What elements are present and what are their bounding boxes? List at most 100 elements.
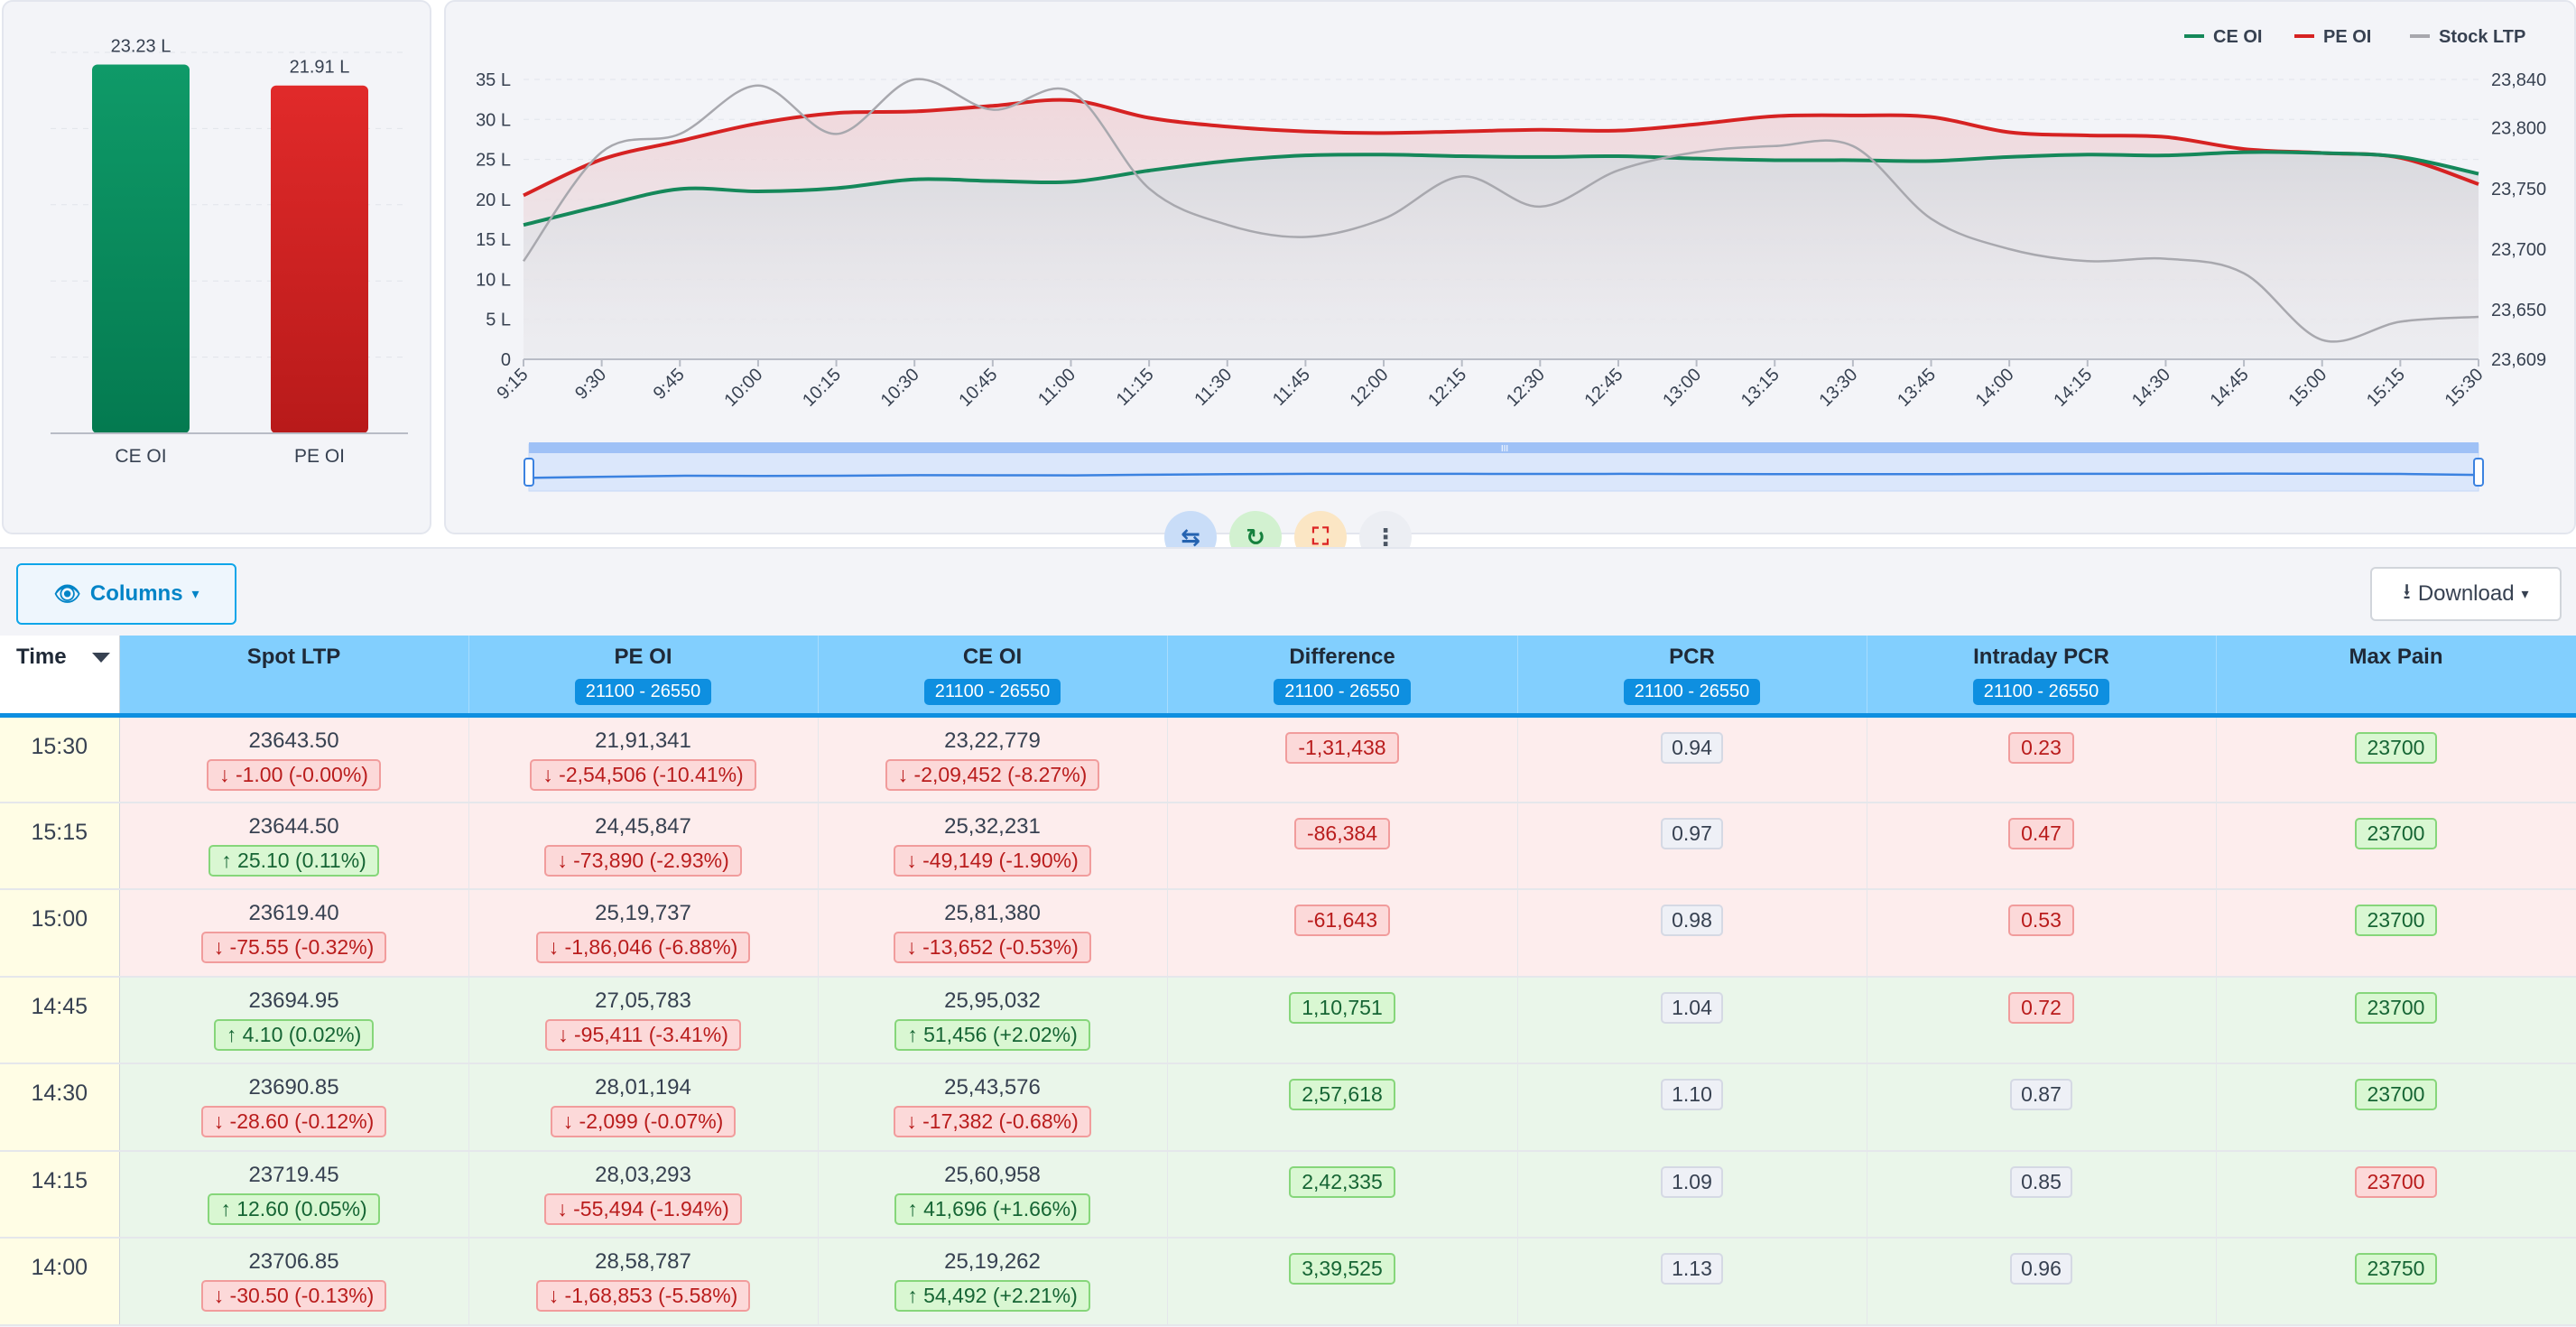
pe-oi-cell: 28,01,194 ↓ -2,099 (-0.07%) xyxy=(468,1063,819,1152)
spot-ltp-change-badge: ↑ 12.60 (0.05%) xyxy=(208,1192,380,1225)
max-pain-badge: 23700 xyxy=(2354,1079,2438,1110)
bar-category-label: CE OI xyxy=(115,446,166,467)
x-tick-label: 13:45 xyxy=(1894,365,1940,411)
strike-range-badge: 21100 - 26550 xyxy=(1972,679,2110,705)
difference-badge: -1,31,438 xyxy=(1285,731,1399,764)
ce-oi-change-badge: ↓ -13,652 (-0.53%) xyxy=(894,932,1091,963)
area-ce-oi xyxy=(524,152,2479,359)
header-pcr[interactable]: PCR 21100 - 26550 xyxy=(1517,636,1867,718)
pe-oi-value: 27,05,783 xyxy=(595,988,691,1013)
bar-pe-oi[interactable] xyxy=(271,85,368,433)
sort-caret-icon[interactable] xyxy=(91,653,110,664)
legend-label[interactable]: Stock LTP xyxy=(2439,27,2525,47)
difference-badge: -86,384 xyxy=(1293,817,1390,849)
header-pe-oi[interactable]: PE OI 21100 - 26550 xyxy=(468,636,819,718)
x-tick-label: 10:45 xyxy=(955,365,1001,411)
table-row[interactable]: 15:30 23643.50 ↓ -1.00 (-0.00%) 21,91,341 ↓ … xyxy=(0,715,2576,803)
zoom-slider-preview-line xyxy=(528,472,2479,479)
zoom-slider-right-handle[interactable] xyxy=(2473,458,2484,487)
pcr-cell: 0.94 xyxy=(1517,715,1867,803)
ce-oi-cell: 25,19,262 ↑ 54,492 (+2.21%) xyxy=(818,1238,1168,1326)
table-row[interactable]: 14:30 23690.85 ↓ -28.60 (-0.12%) 28,01,194 ↓… xyxy=(0,1063,2576,1152)
legend-label[interactable]: PE OI xyxy=(2323,27,2371,47)
arrow-down-icon: ↓ xyxy=(558,1022,574,1046)
oi-bar-chart: 23.23 L CE OI 21.91 L PE OI xyxy=(51,37,408,467)
strike-range-badge: 21100 - 26550 xyxy=(1623,679,1761,705)
table-row[interactable]: 15:00 23619.40 ↓ -75.55 (-0.32%) 25,19,737 ↓… xyxy=(0,889,2576,978)
pe-oi-change-badge: ↓ -1,68,853 (-5.58%) xyxy=(535,1280,751,1312)
arrow-down-icon: ↓ xyxy=(906,848,923,872)
y2-tick-label: 23,700 xyxy=(2491,240,2546,260)
x-tick-label: 12:45 xyxy=(1581,365,1627,411)
arrow-down-icon: ↓ xyxy=(548,935,565,959)
pe-oi-cell: 24,45,847 ↓ -73,890 (-2.93%) xyxy=(468,802,819,890)
series-line-pe-oi[interactable] xyxy=(523,97,2479,198)
y-tick-label: 15 L xyxy=(476,230,511,250)
spot-ltp-change-badge: ↑ 25.10 (0.11%) xyxy=(208,844,379,877)
x-tick-label: 14:45 xyxy=(2207,365,2253,411)
bar-ce-oi[interactable] xyxy=(92,64,190,433)
header-max-pain[interactable]: Max Pain xyxy=(2216,636,2576,718)
columns-button-label: Columns xyxy=(89,581,183,606)
download-button[interactable]: ⭳ Download ▾ xyxy=(2370,567,2562,621)
ce-oi-cell: 23,22,779 ↓ -2,09,452 (-8.27%) xyxy=(818,715,1168,803)
ce-oi-value: 25,43,576 xyxy=(944,1075,1041,1100)
arrow-down-icon: ↓ xyxy=(219,762,236,786)
x-tick-label: 15:15 xyxy=(2363,365,2409,411)
caret-down-icon: ▾ xyxy=(2521,587,2529,602)
legend-label[interactable]: CE OI xyxy=(2213,27,2262,47)
zoom-slider-handle-bar[interactable] xyxy=(529,442,2479,453)
difference-cell: 2,42,335 xyxy=(1167,1150,1518,1239)
arrow-down-icon: ↓ xyxy=(542,762,560,786)
pe-oi-value: 21,91,341 xyxy=(595,728,691,753)
x-tick-label: 12:00 xyxy=(1347,365,1393,411)
time-cell: 15:15 xyxy=(0,802,120,890)
pe-oi-value: 24,45,847 xyxy=(595,813,691,839)
header-time[interactable]: Time xyxy=(0,636,120,718)
spot-ltp-value: 23644.50 xyxy=(248,813,339,839)
header-spot-ltp[interactable]: Spot LTP xyxy=(119,636,469,718)
intraday-pcr-cell: 0.23 xyxy=(1867,715,2217,803)
x-tick-label: 11:45 xyxy=(1269,365,1314,410)
series-line-stock-ltp[interactable] xyxy=(522,78,2479,343)
ce-oi-cell: 25,43,576 ↓ -17,382 (-0.68%) xyxy=(818,1063,1168,1152)
intraday-pcr-badge: 0.96 xyxy=(2010,1253,2072,1285)
pe-oi-cell: 21,91,341 ↓ -2,54,506 (-10.41%) xyxy=(468,715,819,803)
ce-oi-change-badge: ↑ 51,456 (+2.02%) xyxy=(894,1018,1090,1051)
ce-oi-value: 25,95,032 xyxy=(944,988,1041,1013)
y2-tick-label: 23,650 xyxy=(2491,301,2546,320)
y-tick-label: 30 L xyxy=(476,110,511,130)
x-tick-label: 15:00 xyxy=(2284,365,2330,411)
header-ce-oi[interactable]: CE OI 21100 - 26550 xyxy=(818,636,1168,718)
pe-oi-value: 28,01,194 xyxy=(595,1075,691,1100)
ce-oi-change-badge: ↑ 54,492 (+2.21%) xyxy=(894,1280,1090,1312)
intraday-pcr-cell: 0.87 xyxy=(1867,1063,2217,1152)
table-row[interactable]: 14:00 23706.85 ↓ -30.50 (-0.13%) 28,58,787 ↓… xyxy=(0,1238,2576,1326)
arrow-up-icon: ↑ xyxy=(221,848,238,872)
data-zoom-slider[interactable]: III xyxy=(524,442,2484,492)
series-line-ce-oi[interactable] xyxy=(523,150,2479,227)
zoom-slider-left-handle[interactable] xyxy=(524,458,534,487)
bar-value-label: 23.23 L xyxy=(111,37,171,57)
arrow-down-icon: ↓ xyxy=(557,1196,574,1220)
intraday-pcr-cell: 0.53 xyxy=(1867,889,2217,978)
pe-oi-change-badge: ↓ -73,890 (-2.93%) xyxy=(544,844,742,877)
arrow-down-icon: ↓ xyxy=(906,935,923,959)
pcr-badge: 1.10 xyxy=(1661,1079,1723,1110)
intraday-pcr-badge: 0.53 xyxy=(2008,905,2074,936)
bar-category-label: PE OI xyxy=(294,446,345,467)
table-row[interactable]: 14:45 23694.95 ↑ 4.10 (0.02%) 27,05,783 ↓ -9… xyxy=(0,976,2576,1064)
x-tick-label: 12:15 xyxy=(1424,365,1470,411)
table-row[interactable]: 15:15 23644.50 ↑ 25.10 (0.11%) 24,45,847 ↓ -… xyxy=(0,802,2576,890)
spot-ltp-cell: 23619.40 ↓ -75.55 (-0.32%) xyxy=(119,889,469,978)
header-difference[interactable]: Difference 21100 - 26550 xyxy=(1167,636,1518,718)
pe-oi-change-badge: ↓ -2,54,506 (-10.41%) xyxy=(530,758,756,791)
ce-oi-cell: 25,32,231 ↓ -49,149 (-1.90%) xyxy=(818,802,1168,890)
y-tick-label: 0 xyxy=(501,350,511,370)
ce-oi-value: 23,22,779 xyxy=(944,728,1041,753)
table-row[interactable]: 14:15 23719.45 ↑ 12.60 (0.05%) 28,03,293 ↓ -… xyxy=(0,1150,2576,1239)
arrow-down-icon: ↓ xyxy=(557,848,574,872)
header-intraday-pcr[interactable]: Intraday PCR 21100 - 26550 xyxy=(1867,636,2217,718)
columns-button[interactable]: 👁 Columns ▾ xyxy=(16,563,236,625)
download-button-label: Download xyxy=(2417,581,2515,606)
